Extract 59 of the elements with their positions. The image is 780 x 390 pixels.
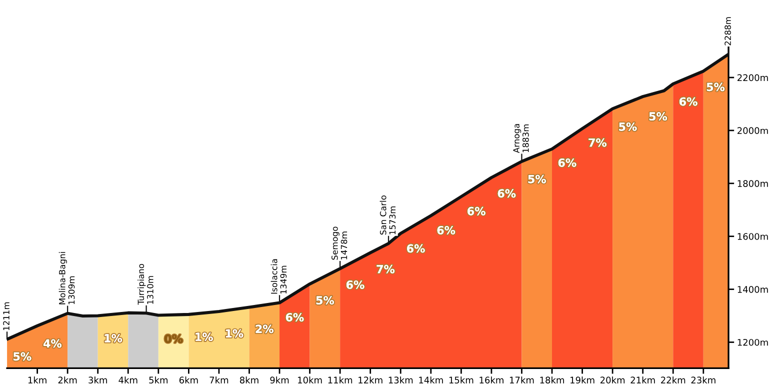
annotation: 5% bbox=[619, 122, 637, 131]
annotation: 6% bbox=[437, 226, 456, 234]
x-tick-label: 21km bbox=[630, 376, 655, 384]
x-tick-label: 10km bbox=[298, 376, 322, 384]
annotation: 6% bbox=[286, 313, 304, 322]
annotation: 6% bbox=[558, 158, 576, 167]
annotation: 5% bbox=[706, 82, 725, 92]
annotation: Molina-Bagni 1309m bbox=[58, 252, 75, 304]
x-tick-label: 7km bbox=[210, 376, 228, 384]
annotation: 0% bbox=[164, 334, 183, 343]
x-tick-label: 9km bbox=[270, 376, 289, 384]
x-tick-label: 22km bbox=[661, 376, 686, 384]
annotation: 1211m bbox=[3, 302, 10, 330]
x-tick-label: 23km bbox=[691, 376, 716, 384]
annotation: 6% bbox=[680, 97, 698, 106]
annotation: 2288m bbox=[724, 17, 731, 46]
annotation: 2% bbox=[256, 324, 274, 334]
x-tick-label: 3km bbox=[88, 376, 107, 384]
annotation: San Carlo 1573m bbox=[380, 196, 396, 235]
annotation: 5% bbox=[14, 352, 32, 361]
x-tick-label: 2km bbox=[58, 376, 77, 384]
x-tick-label: 8km bbox=[240, 376, 258, 384]
x-tick-label: 14km bbox=[419, 376, 443, 384]
y-tick-label: 1200m bbox=[738, 338, 768, 346]
x-tick-label: 6km bbox=[179, 376, 198, 384]
annotation: 5% bbox=[316, 296, 334, 305]
annotation: 5% bbox=[528, 174, 546, 184]
x-tick-label: 15km bbox=[449, 376, 474, 384]
annotation: Turripiano 1310m bbox=[138, 264, 154, 305]
y-tick-label: 1600m bbox=[738, 233, 768, 240]
x-tick-label: 19km bbox=[570, 376, 594, 384]
x-tick-label: 16km bbox=[480, 376, 504, 384]
x-tick-label: 5km bbox=[149, 376, 168, 384]
x-tick-label: 11km bbox=[328, 376, 352, 384]
annotation: 6% bbox=[346, 280, 364, 289]
y-tick-label: 1800m bbox=[738, 180, 768, 187]
annotation: 1% bbox=[226, 329, 244, 338]
y-tick-label: 2200m bbox=[738, 74, 768, 82]
annotation: 7% bbox=[376, 264, 395, 274]
x-tick-label: 1km bbox=[28, 376, 46, 384]
x-tick-label: 17km bbox=[510, 376, 534, 384]
x-tick-label: 20km bbox=[600, 376, 625, 384]
annotation: 4% bbox=[44, 339, 62, 348]
annotation: 1% bbox=[196, 332, 213, 342]
y-tick-label: 1400m bbox=[738, 286, 768, 293]
y-tick-label: 2000m bbox=[738, 127, 768, 134]
annotation: 6% bbox=[407, 244, 425, 253]
annotation: 6% bbox=[498, 189, 516, 198]
annotation: Isolaccia 1349m bbox=[270, 259, 287, 294]
x-tick-label: 13km bbox=[388, 376, 413, 384]
annotation: 7% bbox=[588, 138, 606, 147]
annotation: 6% bbox=[468, 206, 486, 216]
annotation: 1% bbox=[104, 334, 122, 342]
x-tick-label: 4km bbox=[118, 376, 138, 384]
annotation: Arnoga 1883m bbox=[513, 124, 529, 154]
x-tick-label: 18km bbox=[540, 376, 564, 384]
annotation: 5% bbox=[649, 112, 668, 121]
annotation: Semogo 1478m bbox=[332, 226, 348, 260]
x-tick-label: 12km bbox=[358, 376, 382, 384]
